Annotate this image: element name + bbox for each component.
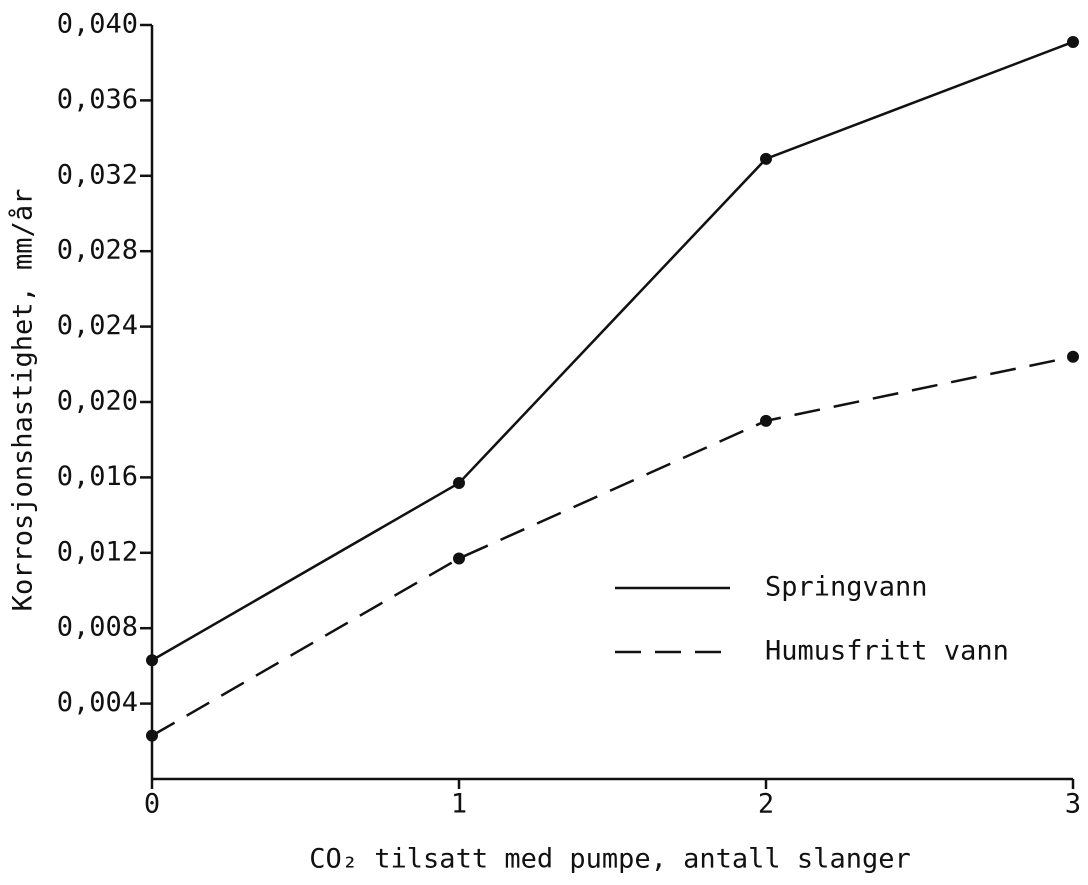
series-line [151,40,1074,662]
data-point [146,729,158,742]
y-tick-label: 0,020 [57,386,138,417]
data-point [1067,35,1079,48]
y-tick-label: 0,036 [57,84,138,115]
legend-label: Humusfritt vann [765,636,1009,667]
data-point [1067,350,1079,363]
data-point [453,552,465,565]
y-tick-label: 0,040 [57,9,138,40]
legend-label: Springvann [765,572,928,603]
y-tick-label: 0,016 [57,461,138,492]
data-point [453,477,465,490]
y-tick-label: 0,032 [57,159,138,190]
series-line [151,355,1074,737]
y-tick-label: 0,024 [57,310,138,341]
y-tick-label: 0,008 [57,612,138,643]
x-tick-label: 3 [1065,789,1081,820]
data-point [146,654,158,667]
y-axis-label: Korrosjonshastighet, mm/år [8,189,39,612]
x-tick-label: 2 [758,789,774,820]
data-point [760,414,772,427]
x-tick-label: 1 [451,789,467,820]
y-tick-label: 0,028 [57,235,138,266]
y-tick-label: 0,012 [57,536,138,567]
y-tick-label: 0,004 [57,687,138,718]
data-point [760,152,772,165]
x-tick-label: 0 [144,789,160,820]
x-axis-label: CO₂ tilsatt med pumpe, antall slanger [309,844,910,875]
